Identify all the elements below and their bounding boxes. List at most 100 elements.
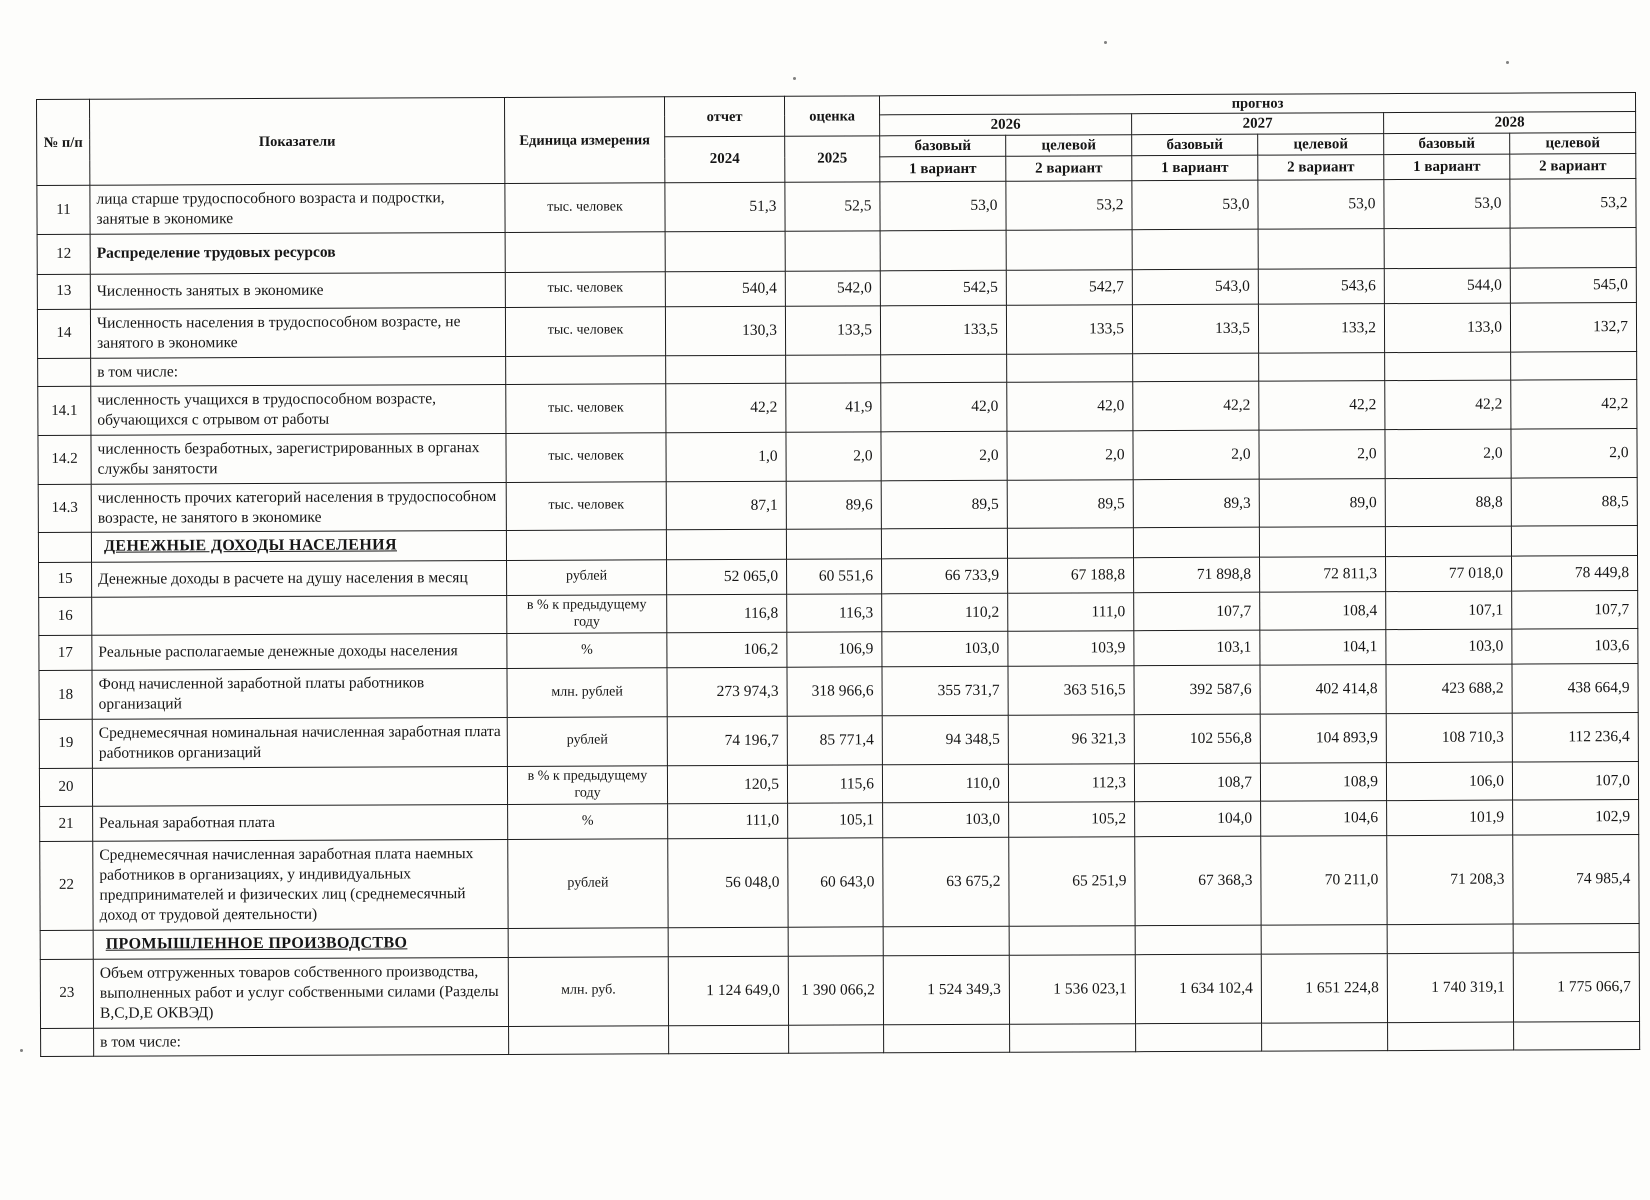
row-value: 438 664,9: [1511, 663, 1639, 714]
header-2028-target: целевой: [1509, 132, 1636, 155]
row-value: 89,0: [1259, 478, 1386, 528]
row-value: [785, 354, 881, 384]
row-value: [880, 353, 1007, 384]
row-value: 104,6: [1260, 800, 1387, 837]
row-value: 67 368,3: [1134, 836, 1262, 926]
row-label: ПРОМЫШЛЕННОЕ ПРОИЗВОДСТВО: [93, 928, 509, 960]
row-value: 363 516,5: [1007, 666, 1135, 716]
row-unit: тыс. человек: [505, 384, 666, 434]
row-value: 53,2: [1509, 178, 1637, 228]
row-value: 1 524 349,3: [883, 955, 1010, 1025]
row-value: 402 414,8: [1259, 665, 1387, 715]
row-value: 89,3: [1133, 478, 1260, 529]
row-value: [1513, 923, 1640, 954]
row-num: 23: [40, 959, 94, 1029]
header-year-2028: 2028: [1383, 111, 1636, 134]
row-label: численность прочих категорий населения в…: [91, 482, 507, 533]
row-value: 540,4: [665, 271, 786, 307]
row-value: [1009, 1023, 1136, 1053]
row-label: Распределение трудовых ресурсов: [90, 232, 506, 275]
row-num: 16: [38, 597, 92, 636]
row-value: 133,2: [1258, 303, 1385, 353]
row-value: 42,2: [665, 383, 786, 433]
row-value: [785, 230, 881, 272]
row-value: [788, 1024, 884, 1054]
row-value: 104,0: [1134, 801, 1261, 838]
row-value: 543,0: [1132, 269, 1259, 305]
row-value: 2,0: [1510, 428, 1638, 478]
row-value: 105,2: [1008, 802, 1135, 838]
header-2028-variant1: 1 вариант: [1383, 154, 1510, 180]
row-value: 108,7: [1134, 762, 1261, 803]
row-value: 60 643,0: [787, 838, 884, 927]
row-value: 52,5: [784, 182, 881, 232]
row-value: 112,3: [1008, 763, 1135, 803]
row-value: 1 124 649,0: [668, 956, 789, 1026]
row-value: 130,3: [665, 306, 786, 356]
row-value: 89,6: [786, 480, 882, 530]
row-value: [1006, 229, 1133, 271]
forecast-table: № п/п Показатели Единица измерения отчет…: [36, 92, 1640, 1057]
header-estimate: оценка: [784, 95, 880, 137]
row-value: 104,1: [1259, 630, 1386, 666]
row-unit: [506, 530, 667, 561]
header-year-2026: 2026: [879, 113, 1132, 137]
row-unit: %: [507, 804, 668, 840]
row-value: 542,0: [785, 270, 881, 307]
row-value: 60 551,6: [786, 558, 882, 595]
table-row: 14.1 численность учащихся в трудоспособно…: [37, 379, 1637, 436]
row-label: в том числе:: [93, 1026, 509, 1057]
scan-speck: [1104, 41, 1107, 44]
row-value: 89,5: [1007, 479, 1134, 529]
header-2028-variant2: 2 вариант: [1509, 153, 1636, 180]
table-row: 22 Среднемесячная начисленная заработная …: [39, 834, 1640, 931]
row-num: [40, 1027, 94, 1057]
row-value: 103,0: [882, 802, 1009, 839]
row-num: [37, 357, 91, 387]
header-2026-variant2: 2 вариант: [1005, 155, 1132, 182]
row-value: 112 236,4: [1512, 712, 1639, 762]
scan-speck: [793, 77, 796, 80]
row-value: 42,2: [1510, 379, 1637, 430]
row-num: 21: [39, 806, 93, 842]
row-value: 103,1: [1133, 630, 1260, 667]
row-value: [1385, 526, 1512, 557]
row-value: 544,0: [1384, 267, 1511, 304]
row-value: [1387, 1021, 1514, 1052]
row-value: 42,0: [880, 382, 1007, 432]
row-value: 42,2: [1384, 380, 1511, 430]
row-value: 106,9: [786, 632, 882, 668]
row-value: [788, 926, 884, 957]
row-value: [1132, 229, 1259, 270]
row-unit: [505, 231, 666, 273]
row-value: 53,0: [1257, 179, 1385, 230]
row-value: 133,5: [880, 305, 1007, 355]
header-year-report: 2024: [664, 136, 785, 183]
row-label: Фонд начисленной заработной платы работн…: [91, 668, 508, 720]
table-row: 23 Объем отгруженных товаров собственного…: [40, 952, 1640, 1029]
row-value: [1135, 1022, 1262, 1053]
row-value: 133,5: [785, 305, 881, 355]
row-value: 53,0: [1131, 180, 1259, 230]
row-value: [668, 926, 789, 957]
row-value: 116,8: [666, 594, 787, 634]
row-label: Реальные располагаемые денежные доходы н…: [91, 633, 507, 671]
row-value: 1 634 102,4: [1135, 954, 1262, 1024]
row-value: 318 966,6: [786, 667, 883, 717]
row-value: 1 390 066,2: [788, 955, 884, 1025]
header-2027-target: целевой: [1257, 133, 1384, 156]
row-num: 14.1: [37, 386, 91, 436]
row-value: 133,5: [1006, 304, 1133, 354]
header-2027-base: базовый: [1131, 134, 1258, 156]
row-value: [883, 1023, 1010, 1054]
row-value: 71 898,8: [1133, 556, 1260, 593]
row-value: [668, 1024, 789, 1055]
row-value: 106,2: [666, 632, 787, 669]
row-value: 88,5: [1511, 477, 1638, 527]
row-unit: [505, 355, 666, 385]
row-unit: млн. руб.: [508, 956, 669, 1027]
table-row: 11 лица старше трудоспособного возраста и…: [36, 178, 1637, 235]
header-indicators: Показатели: [89, 97, 505, 186]
row-value: [1132, 352, 1259, 383]
table-row: 14 Численность населения в трудоспособном…: [37, 302, 1637, 359]
